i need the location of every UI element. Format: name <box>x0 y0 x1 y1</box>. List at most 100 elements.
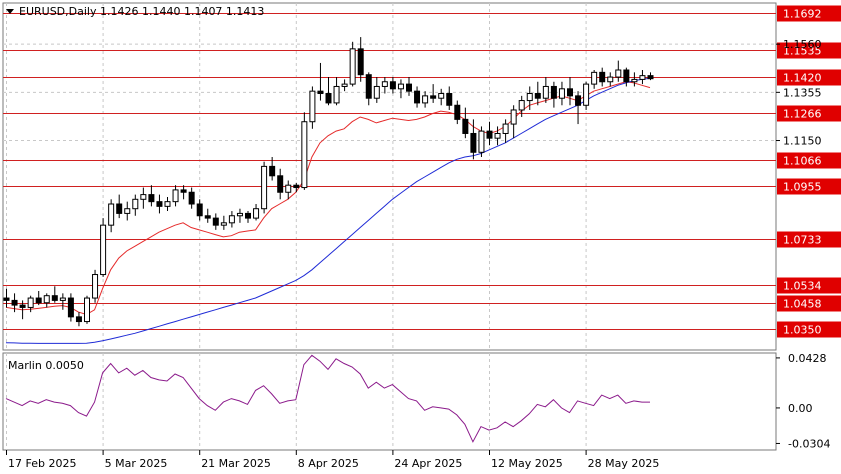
candle-body-bull <box>228 215 235 224</box>
candle-body-bear <box>269 165 276 177</box>
candles <box>3 37 654 327</box>
candle-body-bear <box>156 201 163 207</box>
candle <box>599 67 606 87</box>
level-label-box <box>777 42 841 59</box>
candle <box>164 196 171 212</box>
candle-body-bear <box>357 48 364 76</box>
candle-body-bear <box>430 95 437 99</box>
price-tick-label: 1.1150 <box>783 135 822 148</box>
candle-body-bear <box>623 69 630 83</box>
candle-body-bull <box>132 198 139 210</box>
candle-body-bear <box>35 297 42 304</box>
candle-body-bear <box>75 316 82 323</box>
candle-body-bull <box>172 189 179 203</box>
candle-body-bear <box>446 93 453 106</box>
level-label: 1.0733 <box>783 234 822 247</box>
level-label: 1.1066 <box>783 155 822 168</box>
candle <box>27 295 34 313</box>
candle <box>381 77 388 94</box>
candle <box>357 37 364 82</box>
candle <box>647 72 654 81</box>
level-label: 1.1420 <box>783 72 822 85</box>
candle-body-bear <box>486 130 493 139</box>
indicator-tick-label: 0.00 <box>788 402 813 415</box>
candle <box>478 126 485 157</box>
candle <box>124 201 131 221</box>
collapse-arrow-icon[interactable] <box>6 9 14 14</box>
main-panel <box>2 2 777 351</box>
candle <box>148 185 155 207</box>
candle-body-bear <box>534 93 541 99</box>
candle-body-bull <box>494 132 501 139</box>
indicator-grid <box>6 353 587 450</box>
candle-body-bear <box>414 90 421 104</box>
candle <box>502 119 509 143</box>
candle-body-bear <box>51 295 58 301</box>
candle <box>365 72 372 106</box>
level-label-box <box>777 321 841 338</box>
candle <box>583 81 590 110</box>
candle <box>253 204 260 221</box>
ma-line <box>5 77 651 344</box>
candle <box>19 300 26 320</box>
candle <box>615 60 622 82</box>
level-label: 1.1535 <box>783 45 822 58</box>
level-label: 1.0458 <box>783 298 822 311</box>
candle-body-bear <box>470 132 477 153</box>
candle <box>204 208 211 223</box>
candle-body-bull <box>124 208 131 214</box>
candle-body-bull <box>349 48 356 85</box>
candle-body-bull <box>301 121 308 189</box>
candle <box>116 194 123 219</box>
candle <box>269 156 276 181</box>
candle-body-bull <box>373 85 380 99</box>
chart-title: EURUSD,Daily 1.1426 1.1440 1.1407 1.1413 <box>19 5 264 18</box>
candle-body-bull <box>422 95 429 104</box>
candle <box>558 81 565 106</box>
candle-body-bull <box>558 88 565 99</box>
candle <box>43 293 50 308</box>
candle-body-bear <box>245 212 251 219</box>
indicator-title: Marlin 0.0050 <box>8 359 84 372</box>
level-label-box <box>777 231 841 248</box>
candle <box>67 293 74 322</box>
level-lines <box>3 13 776 330</box>
candle <box>494 126 501 146</box>
candle <box>261 161 268 214</box>
candle <box>220 215 227 230</box>
candle <box>349 41 356 87</box>
candle-body-bear <box>389 81 396 90</box>
candle-body-bear <box>212 217 219 226</box>
candle-body-bear <box>462 118 469 134</box>
candle <box>518 95 525 118</box>
candle <box>438 88 445 106</box>
level-label: 1.0350 <box>783 324 822 337</box>
candle-body-bear <box>454 104 461 120</box>
candle <box>414 86 421 108</box>
candle <box>462 107 469 139</box>
candle <box>317 62 324 101</box>
price-tick-label: 1.1560 <box>783 38 822 51</box>
candle-body-bear <box>365 74 372 99</box>
candle <box>51 286 58 303</box>
time-tick-label: 17 Feb 2025 <box>8 457 76 470</box>
candle <box>100 218 107 277</box>
candle <box>510 105 517 139</box>
candle-body-bull <box>43 295 50 304</box>
candle <box>639 70 646 85</box>
time-tick-label: 5 Mar 2025 <box>105 457 168 470</box>
time-tick-label: 8 Apr 2025 <box>298 457 359 470</box>
candle <box>575 91 582 125</box>
candle-body-bull <box>261 165 268 210</box>
candle-body-bull <box>100 224 107 276</box>
marlin-series <box>5 354 650 443</box>
candle <box>35 290 42 306</box>
level-label: 1.0534 <box>783 280 822 293</box>
candle-body-bull <box>510 109 517 125</box>
time-tick-label: 12 May 2025 <box>491 457 563 470</box>
candle-body-bull <box>478 130 485 153</box>
candle <box>180 185 187 200</box>
candle-body-bear <box>196 203 203 217</box>
indicator-scale: 0.0428 0.00 -0.0304 <box>776 352 830 450</box>
candle <box>108 199 115 233</box>
